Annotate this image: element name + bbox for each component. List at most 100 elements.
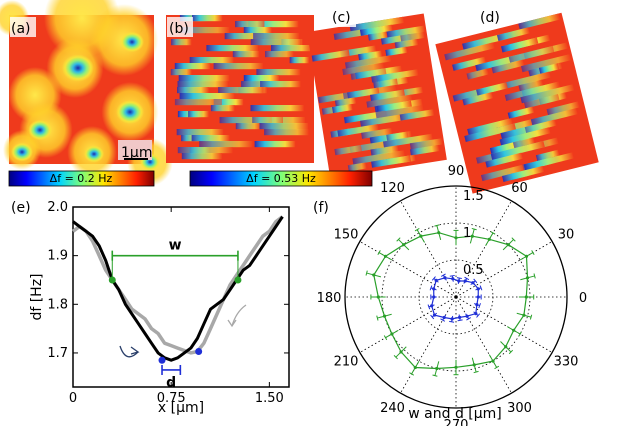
f-xlabel: w and d [µm] (408, 406, 502, 422)
w-series-errorcap (511, 237, 516, 242)
d-series-point (476, 287, 480, 291)
e-ytick-label: 1.7 (47, 346, 68, 361)
scan-streak (181, 135, 202, 142)
scan-streak (373, 78, 398, 89)
d-series-point (457, 279, 461, 283)
scan-streak (189, 57, 234, 64)
polar-angle-label: 330 (554, 355, 579, 370)
d-annotation: d (166, 375, 176, 391)
w-series-point (454, 365, 458, 369)
polar-r-label: 1.5 (463, 189, 484, 204)
scan-streak (518, 79, 544, 92)
polar-spoke (455, 296, 553, 353)
w-series-errorcap (376, 315, 379, 321)
polar-r-label: 1 (463, 226, 471, 241)
d-series-point (465, 314, 469, 318)
scan-streak (361, 127, 393, 139)
d-series-errorcap (427, 304, 431, 310)
scan-streak (370, 145, 399, 156)
w-series-errorcap (396, 237, 401, 242)
e-ylabel: df [Hz] (29, 273, 45, 320)
d-series-errorcap (431, 276, 436, 281)
scan-streak (177, 147, 233, 154)
e-ytick-label: 2.0 (47, 200, 68, 215)
panel-d: (d) (435, 7, 599, 194)
scan-streak (213, 99, 244, 106)
scan-streak (191, 135, 230, 142)
d-series-errorcap (476, 313, 481, 318)
scan-streak (170, 69, 192, 76)
w-series-point (383, 254, 388, 258)
scan-streak (512, 137, 535, 149)
w-series-errorcap (494, 365, 500, 370)
scan-streak (243, 75, 280, 82)
scan-streak (501, 165, 545, 183)
w-series-point (419, 234, 423, 238)
w-series-point (435, 366, 439, 371)
w-series-errorcap (473, 370, 479, 374)
scan-streak (467, 118, 513, 136)
scan-streak (491, 59, 525, 74)
scan-streak (192, 15, 223, 22)
scan-streak (382, 133, 433, 148)
w-series-point (372, 273, 376, 277)
gray-curve-arrow (231, 304, 247, 327)
d-series-point (463, 279, 467, 283)
panel-label-d: (d) (480, 10, 500, 26)
w-series-errorcap (414, 228, 420, 232)
scan-streak (409, 144, 440, 156)
scan-streak (289, 57, 309, 64)
scan-streak (399, 109, 435, 121)
d-series-errorcap (457, 319, 463, 322)
scan-streak (210, 105, 235, 112)
scan-streak (385, 46, 408, 57)
e-axes-frame (72, 206, 290, 388)
scan-streak (360, 113, 408, 127)
w-series-point (504, 345, 508, 349)
w-series-point (522, 313, 526, 317)
scan-streak (243, 27, 272, 34)
d-series-errorcap (473, 278, 478, 284)
d-series-errorcap (449, 320, 455, 323)
polar-angle-label: 210 (334, 355, 359, 370)
polar-angle-label: 300 (507, 401, 532, 416)
w-series-errorcap (434, 224, 440, 227)
scan-streak (344, 55, 392, 69)
scan-streak (334, 144, 362, 156)
scan-streak (466, 68, 489, 80)
scan-streak (188, 111, 209, 118)
panel-label-c: (c) (332, 10, 351, 26)
scan-streak (253, 33, 299, 40)
d-series-point (475, 302, 479, 307)
d-series-point (443, 276, 447, 280)
scan-streak (342, 62, 385, 76)
scan-streak (265, 51, 294, 58)
w-series-point (472, 363, 476, 367)
series-line-gray (71, 215, 284, 355)
scan-streak (343, 110, 386, 124)
scan-streak (476, 82, 508, 96)
w-series-line (373, 232, 529, 370)
d-series-errorcap (464, 276, 470, 281)
polar-angle-label: 180 (317, 291, 342, 306)
polar-angle-label: 270 (444, 418, 469, 426)
series-line-black (72, 215, 284, 362)
d-series-point (450, 317, 454, 321)
scan-streak (224, 33, 264, 40)
d-series-point (434, 278, 438, 282)
polar-angle-label: 120 (380, 181, 405, 196)
d-series-point (471, 281, 475, 285)
scan-streak (181, 153, 222, 160)
scan-streak (485, 152, 523, 168)
scan-streak (347, 162, 367, 172)
w-series-errorcap (365, 270, 368, 276)
e-xtick-label: 0.75 (157, 391, 186, 406)
w-series-point (454, 236, 458, 240)
scan-streak (496, 27, 530, 42)
w-series-point (512, 328, 516, 332)
scan-streak (311, 49, 350, 62)
scan-streak (181, 27, 230, 34)
scan-streak (538, 63, 560, 74)
scan-streak (520, 84, 575, 104)
